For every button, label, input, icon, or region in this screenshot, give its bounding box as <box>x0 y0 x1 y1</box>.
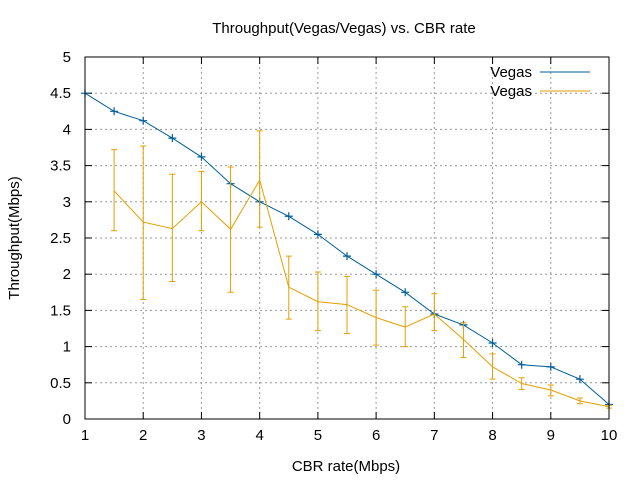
y-axis-label: Throughput(Mbps) <box>6 176 23 299</box>
y-tick-label: 0 <box>63 411 71 428</box>
series-2-errorbar <box>431 293 438 332</box>
series-1-point <box>284 212 293 221</box>
x-tick-label: 6 <box>372 427 380 444</box>
x-tick-label: 2 <box>139 427 147 444</box>
legend: Vegas Vegas <box>490 64 590 100</box>
series-2-errorbar <box>576 397 583 405</box>
series-2-errorbar <box>344 275 350 335</box>
y-tick-label: 2.5 <box>50 230 71 247</box>
series-1-point <box>139 116 148 125</box>
series-2-errorbar <box>547 384 554 397</box>
x-axis-label: CBR rate(Mbps) <box>292 458 400 475</box>
chart-title: Throughput(Vegas/Vegas) vs. CBR rate <box>212 20 475 37</box>
series-2-errorbar <box>518 377 525 390</box>
series-1-point <box>546 362 555 371</box>
y-tick-label: 4.5 <box>50 85 71 102</box>
series-2-errorbar <box>402 306 409 348</box>
x-tick-label: 8 <box>488 427 496 444</box>
y-tick-label: 4 <box>63 121 71 138</box>
series-2-errorbar <box>489 353 496 380</box>
y-tick-label: 3 <box>63 194 71 211</box>
series-2-errorbar <box>373 289 380 346</box>
legend-label-1: Vegas <box>490 64 532 81</box>
x-tick-label: 1 <box>81 427 89 444</box>
series-1-point <box>343 252 351 261</box>
series-1-point <box>110 107 119 116</box>
y-tick-label: 1.5 <box>50 302 71 319</box>
y-tick-label: 0.5 <box>50 375 71 392</box>
series-1-point <box>168 134 177 143</box>
y-tick-label: 5 <box>63 49 71 66</box>
series-2-errorbar <box>460 322 467 358</box>
series-1-point <box>488 338 497 347</box>
series-2-errorbar <box>140 145 147 301</box>
y-tick-label: 2 <box>63 266 71 283</box>
series-2-errorbar <box>198 170 205 232</box>
series-1-point <box>401 288 410 297</box>
series-2-line <box>113 178 610 408</box>
series-layer <box>81 89 613 409</box>
series-2-errorbar <box>111 149 118 232</box>
series-1-line <box>84 92 610 405</box>
legend-label-2: Vegas <box>490 83 532 100</box>
x-tick-label: 10 <box>601 427 618 444</box>
series-2-errorbar <box>285 255 292 320</box>
series-2-errorbar <box>169 173 176 282</box>
x-tick-label: 3 <box>197 427 205 444</box>
series-1-point <box>517 360 526 369</box>
x-tick-label: 5 <box>314 427 322 444</box>
series-1 <box>81 89 613 409</box>
x-tick-label: 4 <box>255 427 263 444</box>
axis-ticks: 1 2 3 4 5 6 7 8 9 10 0 0.5 1 1.5 2 2.5 3 3.5 4 4.5 5 <box>50 49 617 444</box>
series-2 <box>111 130 612 409</box>
series-2-errorbar <box>314 271 321 332</box>
series-1-point <box>575 375 584 384</box>
grid <box>85 57 609 419</box>
y-tick-label: 3.5 <box>50 158 71 175</box>
x-tick-label: 9 <box>547 427 555 444</box>
x-tick-label: 7 <box>430 427 438 444</box>
series-1-point <box>313 230 322 239</box>
series-1-point <box>197 152 206 161</box>
y-tick-label: 1 <box>63 339 71 356</box>
series-2-errorbar <box>227 166 234 293</box>
plot-frame <box>84 56 610 420</box>
series-2-errorbar <box>256 130 263 228</box>
series-1-point <box>372 270 381 279</box>
